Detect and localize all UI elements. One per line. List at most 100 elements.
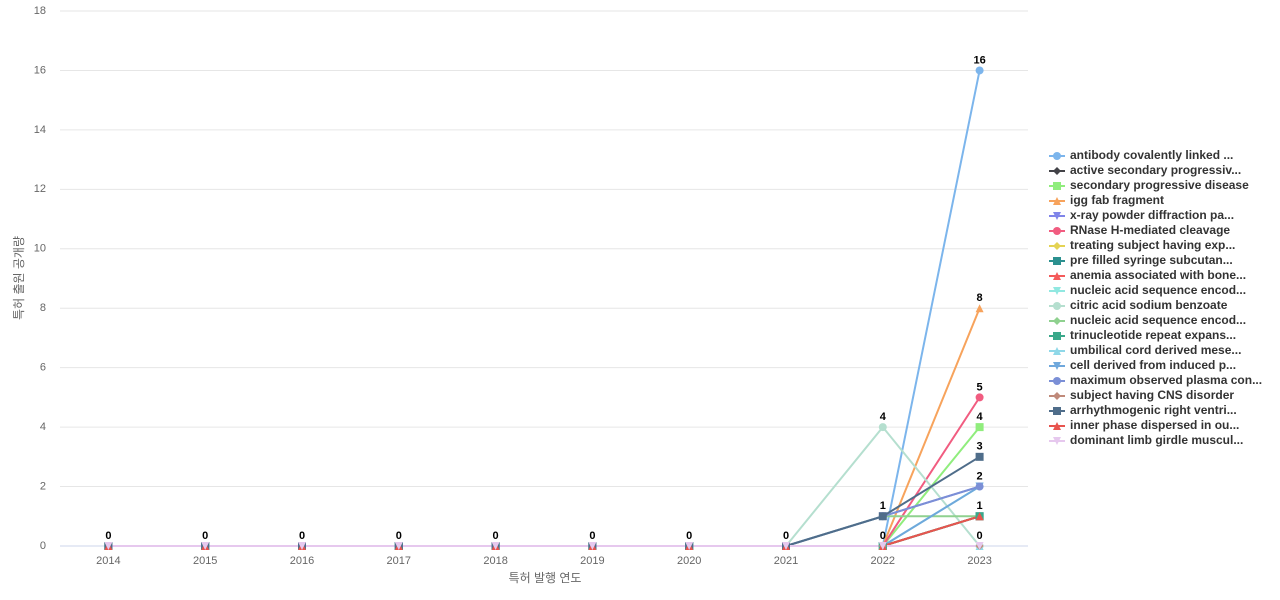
- legend-label: pre filled syringe subcutan...: [1070, 253, 1233, 267]
- x-tick-label: 2020: [677, 555, 701, 567]
- marker: [1053, 362, 1061, 370]
- legend-label: igg fab fragment: [1070, 193, 1164, 207]
- data-label: 0: [493, 530, 499, 542]
- y-tick-label: 8: [40, 302, 46, 314]
- legend-label: subject having CNS disorder: [1070, 388, 1234, 402]
- series-line: [108, 515, 980, 547]
- data-label: 0: [202, 530, 208, 542]
- marker: [975, 482, 984, 491]
- marker: [975, 393, 984, 402]
- marker: [1053, 377, 1061, 385]
- series-line: [108, 515, 980, 547]
- x-tick-label: 2015: [193, 555, 217, 567]
- x-axis-title: 특허 발행 연도: [509, 570, 582, 585]
- series-line: [108, 515, 980, 547]
- marker: [1053, 257, 1061, 265]
- series-line: [108, 515, 980, 547]
- legend-item[interactable]: inner phase dispersed in ou...: [1049, 418, 1239, 432]
- y-tick-label: 4: [40, 421, 46, 433]
- marker: [1053, 167, 1061, 175]
- marker: [878, 423, 887, 432]
- x-tick-label: 2022: [871, 555, 895, 567]
- legend-item[interactable]: citric acid sodium benzoate: [1049, 298, 1228, 312]
- marker: [975, 304, 984, 313]
- legend-label: cell derived from induced p...: [1070, 358, 1236, 372]
- marker: [1053, 302, 1061, 310]
- legend-item[interactable]: pre filled syringe subcutan...: [1049, 253, 1233, 267]
- marker: [1053, 182, 1061, 190]
- x-tick-label: 2018: [483, 555, 507, 567]
- series-line: [108, 485, 981, 547]
- legend-item[interactable]: nucleic acid sequence encod...: [1049, 313, 1246, 327]
- data-label: 0: [977, 530, 983, 542]
- marker: [1053, 422, 1061, 430]
- data-label: 0: [589, 530, 595, 542]
- marker: [878, 512, 887, 521]
- marker: [201, 542, 210, 550]
- legend-item[interactable]: umbilical cord derived mese...: [1049, 343, 1241, 357]
- marker: [1053, 242, 1061, 250]
- legend-item[interactable]: maximum observed plasma con...: [1049, 373, 1262, 387]
- legend-item[interactable]: treating subject having exp...: [1049, 238, 1235, 252]
- legend-item[interactable]: nucleic acid sequence encod...: [1049, 283, 1246, 297]
- x-tick-label: 2017: [387, 555, 411, 567]
- legend-item[interactable]: subject having CNS disorder: [1049, 388, 1234, 402]
- legend-label: trinucleotide repeat expans...: [1070, 328, 1236, 342]
- series-line: [108, 515, 980, 547]
- marker: [104, 542, 113, 550]
- marker: [1053, 392, 1061, 400]
- marker: [975, 452, 984, 461]
- legend-item[interactable]: dominant limb girdle muscul...: [1049, 433, 1243, 447]
- y-tick-label: 18: [34, 5, 46, 17]
- legend-label: RNase H-mediated cleavage: [1070, 223, 1230, 237]
- marker: [1053, 212, 1061, 220]
- data-label: 0: [105, 530, 111, 542]
- data-label: 8: [977, 292, 983, 304]
- marker: [298, 542, 306, 550]
- series-line: [108, 485, 980, 547]
- legend-item[interactable]: arrhythmogenic right ventri...: [1049, 403, 1237, 417]
- data-label: 2: [977, 470, 983, 482]
- legend-item[interactable]: active secondary progressiv...: [1049, 163, 1241, 177]
- legend-item[interactable]: x-ray powder diffraction pa...: [1049, 208, 1234, 222]
- legend-label: citric acid sodium benzoate: [1070, 298, 1228, 312]
- marker: [491, 542, 500, 550]
- x-tick-label: 2019: [580, 555, 604, 567]
- x-tick-label: 2016: [290, 555, 314, 567]
- legend-label: secondary progressive disease: [1070, 178, 1249, 192]
- y-tick-label: 10: [34, 243, 46, 255]
- marker: [1053, 347, 1061, 355]
- legend-label: active secondary progressiv...: [1070, 163, 1241, 177]
- x-tick-label: 2021: [774, 555, 798, 567]
- marker: [1053, 197, 1061, 205]
- legend-label: treating subject having exp...: [1070, 238, 1235, 252]
- legend-item[interactable]: RNase H-mediated cleavage: [1049, 223, 1230, 237]
- marker: [1053, 407, 1061, 415]
- y-tick-label: 2: [40, 480, 46, 492]
- data-label: 0: [396, 530, 402, 542]
- marker: [975, 66, 984, 75]
- marker: [1053, 317, 1061, 325]
- legend-label: maximum observed plasma con...: [1070, 373, 1262, 387]
- marker: [975, 423, 984, 432]
- data-label: 0: [783, 530, 789, 542]
- marker: [394, 542, 403, 550]
- legend-item[interactable]: cell derived from induced p...: [1049, 358, 1236, 372]
- legend-label: nucleic acid sequence encod...: [1070, 313, 1246, 327]
- legend-item[interactable]: igg fab fragment: [1049, 193, 1164, 207]
- y-tick-label: 12: [34, 183, 46, 195]
- y-tick-label: 0: [40, 540, 46, 552]
- legend-item[interactable]: secondary progressive disease: [1049, 178, 1249, 192]
- series-line: [108, 485, 981, 547]
- legend-label: umbilical cord derived mese...: [1070, 343, 1241, 357]
- marker: [782, 542, 790, 550]
- marker: [1053, 272, 1061, 280]
- legend-item[interactable]: antibody covalently linked ...: [1049, 148, 1233, 162]
- data-label: 4: [880, 411, 887, 423]
- legend-item[interactable]: anemia associated with bone...: [1049, 268, 1246, 282]
- data-label: 1: [880, 500, 886, 512]
- x-tick-label: 2014: [96, 555, 120, 567]
- legend-item[interactable]: trinucleotide repeat expans...: [1049, 328, 1236, 342]
- legend-label: arrhythmogenic right ventri...: [1070, 403, 1237, 417]
- marker: [1053, 227, 1061, 235]
